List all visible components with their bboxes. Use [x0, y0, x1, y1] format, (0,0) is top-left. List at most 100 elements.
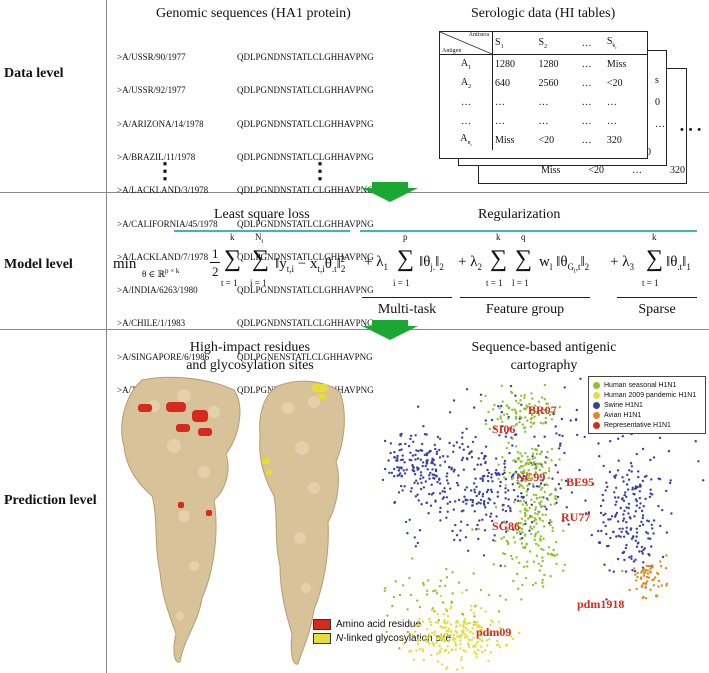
scatter-point: [384, 587, 387, 590]
scatter-point: [431, 457, 434, 460]
scatter-point: [440, 635, 443, 639]
scatter-point: [414, 458, 417, 461]
scatter-point: [436, 435, 440, 439]
scatter-point: [609, 518, 612, 521]
scatter-point: [635, 587, 638, 591]
key-red-label: Amino acid residue: [336, 619, 422, 631]
hi-cell: …: [581, 97, 592, 108]
scatter-point: [665, 489, 668, 493]
scatter-point: [422, 581, 425, 585]
scatter-point: [491, 480, 494, 483]
scatter-point: [538, 484, 541, 487]
scatter-point: [462, 509, 465, 512]
scatter-point: [479, 588, 483, 592]
scatter-point: [534, 582, 537, 585]
scatter-point: [438, 585, 441, 588]
scatter-point: [441, 601, 445, 604]
scatter-point: [669, 481, 672, 485]
map-label-nc99: NC99: [516, 470, 546, 484]
scatter-point: [652, 456, 656, 459]
scatter-point: [631, 536, 635, 539]
scatter-point: [615, 486, 618, 489]
scatter-point: [439, 464, 442, 467]
scatter-point: [548, 521, 551, 525]
scatter-point: [477, 492, 481, 496]
sum-upper: p: [403, 232, 408, 242]
scatter-point: [632, 560, 636, 563]
scatter-point: [597, 442, 600, 445]
scatter-point: [512, 528, 515, 531]
scatter-point: [661, 555, 665, 559]
scatter-point: [635, 486, 638, 490]
scatter-point: [522, 486, 525, 490]
scatter-point: [521, 503, 525, 506]
scatter-point: [648, 495, 652, 499]
scatter-point: [448, 411, 452, 414]
scatter-point: [524, 519, 527, 522]
scatter-point: [438, 510, 442, 514]
scatter-point: [455, 668, 459, 671]
scatter-point: [530, 503, 533, 506]
scatter-point: [523, 394, 526, 397]
scatter-point: [550, 418, 554, 421]
hi-cell: …: [538, 116, 549, 127]
scatter-point: [541, 496, 544, 499]
scatter-point: [391, 604, 394, 608]
scatter-point: [532, 485, 535, 488]
hi-cell: …: [606, 97, 617, 108]
scatter-point: [486, 501, 490, 505]
hi-back-row-values: Miss <20 … 320: [541, 165, 685, 176]
scatter-point: [416, 482, 420, 485]
scatter-point: [396, 454, 399, 458]
hi-col-header: S2: [536, 32, 580, 55]
map-label-pdm1918: pdm1918: [577, 597, 625, 611]
scatter-point: [414, 545, 417, 548]
scatter-point: [499, 594, 502, 597]
scatter-point: [554, 425, 557, 428]
scatter-point: [465, 427, 468, 430]
scatter-point: [482, 502, 486, 505]
scatter-point: [446, 455, 449, 458]
scatter-point: [638, 550, 641, 553]
strain-name: >A/USSR/92/1977: [117, 85, 186, 96]
scatter-point: [511, 476, 515, 480]
scatter-point: [421, 648, 424, 651]
scatter-point: [479, 393, 483, 396]
scatter-point: [659, 565, 663, 568]
scatter-point: [499, 626, 502, 630]
scatter-point: [438, 492, 442, 495]
scatter-point: [482, 457, 486, 460]
scatter-point: [646, 572, 650, 575]
scatter-point: [504, 487, 507, 490]
scatter-point: [455, 624, 458, 628]
map-label-be95: BE95: [566, 475, 595, 489]
scatter-point: [428, 633, 431, 636]
scatter-point: [509, 635, 512, 638]
scatter-point: [659, 560, 662, 563]
scatter-point: [509, 509, 512, 513]
scatter-point: [490, 473, 493, 476]
scatter-point: [490, 619, 493, 622]
scatter-point: [493, 403, 496, 407]
scatter-point: [502, 520, 506, 523]
scatter-point: [486, 475, 489, 478]
hi-cell: Miss: [606, 59, 627, 70]
scatter-point: [463, 488, 467, 491]
scatter-point: [530, 521, 534, 524]
map-label-br07: BR07: [528, 403, 557, 417]
scatter-point: [525, 542, 528, 546]
scatter-point: [401, 489, 404, 492]
scatter-point: [417, 638, 420, 642]
scatter-point: [497, 463, 500, 466]
scatter-point: [547, 467, 551, 470]
down-arrow-2: [362, 320, 418, 340]
scatter-point: [396, 466, 399, 469]
scatter-point: [526, 455, 529, 458]
scatter-point: [512, 637, 515, 640]
scatter-point: [540, 450, 543, 454]
scatter-point: [644, 571, 647, 574]
scatter-point: [556, 495, 560, 499]
scatter-point: [401, 584, 405, 587]
scatter-point: [533, 404, 537, 407]
scatter-point: [518, 561, 521, 564]
